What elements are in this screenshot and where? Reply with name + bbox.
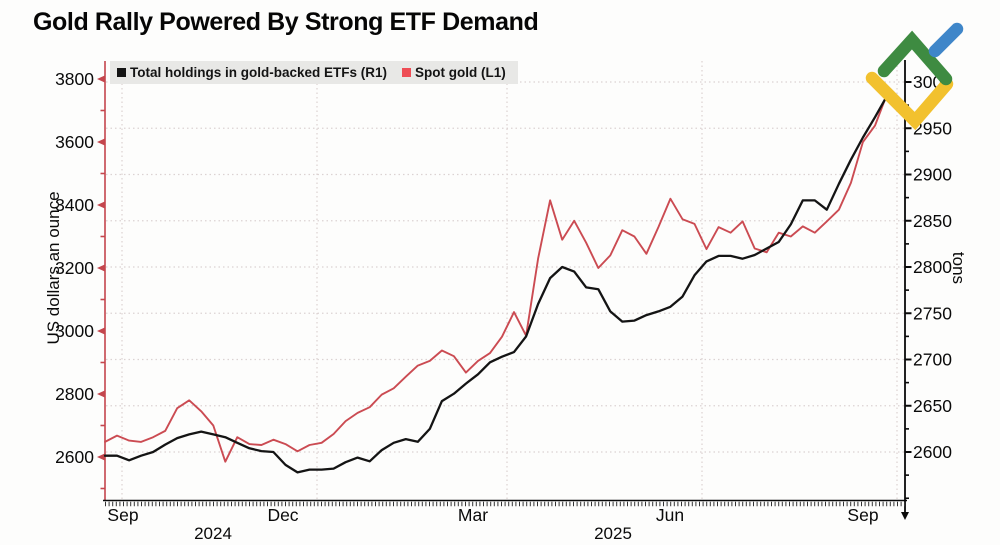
- left-axis-tick-label: 3400: [55, 195, 94, 215]
- right-axis-tick-label: 2650: [913, 396, 952, 416]
- x-axis-month-label: Sep: [107, 505, 138, 525]
- x-axis-month-label: Sep: [847, 505, 878, 525]
- left-axis-tick-label: 2800: [55, 384, 94, 404]
- spot-gold-swatch-icon: [402, 68, 412, 77]
- right-axis-tick-label: 2800: [913, 257, 952, 277]
- right-axis-tick-label: 2700: [913, 350, 952, 370]
- legend-item-spot-gold: Spot gold (L1): [402, 65, 506, 80]
- left-axis-tick-arrow-icon: [97, 264, 105, 272]
- right-axis-end-arrow-icon: [901, 512, 909, 520]
- year-label-2024: 2024: [194, 524, 232, 543]
- right-axis-tick-label: 2850: [913, 211, 952, 231]
- left-axis-tick-label: 3800: [55, 69, 94, 89]
- left-axis-tick-arrow-icon: [97, 138, 105, 146]
- page-title: Gold Rally Powered By Strong ETF Demand: [33, 8, 539, 36]
- legend-item-etf-holdings: Total holdings in gold-backed ETFs (R1): [117, 65, 387, 80]
- left-axis-tick-arrow-icon: [97, 75, 105, 83]
- left-axis-tick-label: 3000: [55, 321, 94, 341]
- right-axis-tick-label: 2750: [913, 303, 952, 323]
- year-label-2025: 2025: [594, 524, 632, 543]
- logo-yellow-check-icon: [865, 71, 954, 131]
- right-axis-title: tons: [949, 251, 968, 285]
- right-axis-tick-label: 2600: [913, 442, 952, 462]
- left-axis-tick-label: 3600: [55, 132, 94, 152]
- left-axis-tick-arrow-icon: [97, 390, 105, 398]
- legend-label: Spot gold (L1): [415, 65, 506, 80]
- left-axis-tick-arrow-icon: [97, 453, 105, 461]
- logo-blue-dash-icon: [928, 22, 964, 58]
- legend-label: Total holdings in gold-backed ETFs (R1): [130, 65, 388, 80]
- left-axis-tick-arrow-icon: [97, 201, 105, 209]
- left-axis-tick-label: 3200: [55, 258, 94, 278]
- left-axis-tick-arrow-icon: [97, 327, 105, 335]
- left-axis-title: US dollars an ounce: [44, 191, 63, 345]
- logo-green-peak-icon: [877, 30, 953, 86]
- right-axis-tick-label: 2900: [913, 165, 952, 185]
- x-axis-month-label: Mar: [458, 505, 488, 525]
- x-axis-month-label: Dec: [267, 505, 298, 525]
- left-axis-tick-label: 2600: [55, 447, 94, 467]
- right-axis-tick-label: 2950: [913, 118, 952, 138]
- etf-series-swatch-icon: [117, 68, 126, 77]
- spot-gold-line: [104, 93, 888, 463]
- etf-holdings-line: [103, 94, 889, 474]
- x-axis-month-label: Jun: [656, 505, 684, 525]
- chart-legend: Total holdings in gold-backed ETFs (R1) …: [110, 61, 518, 84]
- litefinance-logo: [865, 22, 964, 131]
